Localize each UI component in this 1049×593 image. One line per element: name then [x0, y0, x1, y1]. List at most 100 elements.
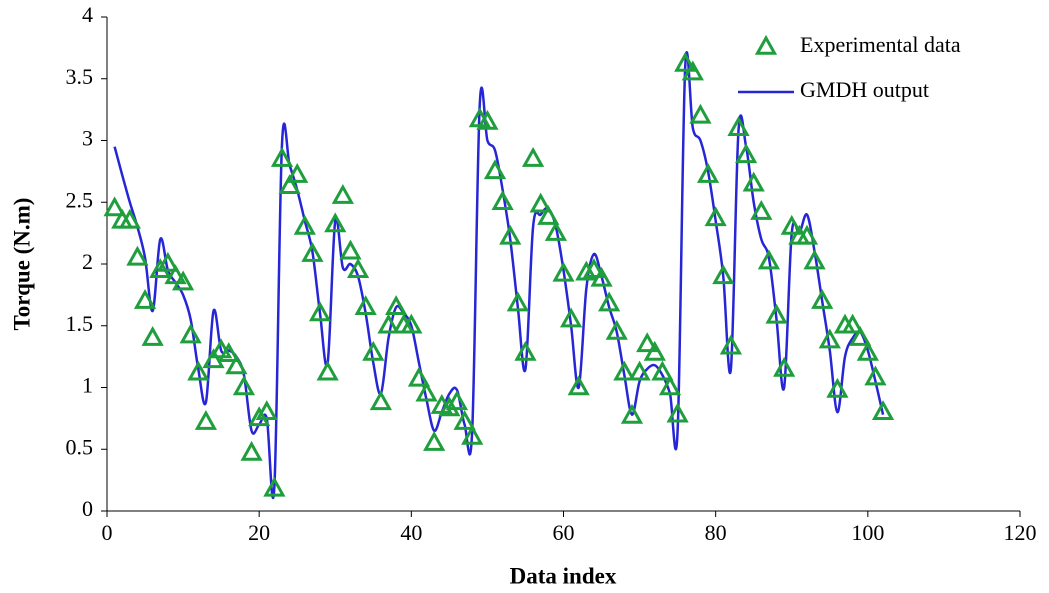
- data-point: [605, 319, 628, 340]
- data-point: [681, 60, 704, 81]
- data-point: [225, 354, 248, 375]
- y-tick-label: 3: [82, 126, 93, 151]
- data-point: [316, 360, 339, 381]
- x-tick-label: 80: [705, 520, 727, 545]
- legend-label: GMDH output: [800, 77, 929, 102]
- data-point: [598, 291, 621, 312]
- data-point: [377, 313, 400, 334]
- y-axis-title: Torque (N.m): [9, 198, 34, 331]
- x-tick-label: 20: [248, 520, 270, 545]
- data-point: [483, 159, 507, 180]
- data-point: [871, 400, 895, 420]
- data-point: [575, 260, 598, 281]
- data-point: [826, 377, 849, 398]
- data-point: [521, 146, 545, 167]
- data-point: [506, 291, 529, 312]
- data-point: [643, 340, 666, 361]
- data-point: [263, 476, 286, 497]
- y-tick-label: 0.5: [66, 434, 94, 459]
- data-point: [453, 410, 476, 430]
- data-point: [354, 295, 377, 316]
- data-point: [331, 184, 354, 204]
- data-point: [179, 323, 202, 344]
- x-axis-title: Data index: [510, 563, 617, 588]
- x-tick-label: 120: [1004, 520, 1037, 545]
- data-point: [194, 410, 218, 430]
- data-point: [712, 264, 735, 285]
- data-point: [811, 288, 834, 309]
- data-point: [765, 303, 788, 324]
- data-point: [658, 375, 682, 396]
- x-tick-label: 0: [102, 520, 113, 545]
- data-point: [544, 221, 567, 241]
- data-point: [156, 251, 179, 272]
- data-point: [620, 403, 644, 424]
- y-tick-label: 2: [82, 249, 93, 274]
- data-point: [734, 143, 758, 164]
- data-point: [202, 348, 225, 369]
- data-point: [240, 440, 263, 461]
- x-tick-label: 60: [553, 520, 575, 545]
- data-point: [270, 146, 294, 167]
- data-point: [118, 208, 141, 229]
- data-point: [529, 192, 552, 213]
- data-point: [103, 196, 126, 217]
- data-point: [255, 400, 278, 420]
- data-point: [742, 171, 765, 192]
- data-point: [400, 313, 423, 334]
- data-point: [293, 214, 316, 235]
- data-point: [499, 224, 522, 245]
- data-point: [324, 212, 347, 233]
- data-point: [757, 249, 781, 270]
- data-point: [308, 301, 332, 322]
- y-tick-label: 2.5: [66, 187, 94, 212]
- data-point: [856, 340, 879, 361]
- data-point: [651, 360, 674, 381]
- data-point: [126, 245, 149, 266]
- data-point: [369, 390, 393, 411]
- legend-marker: [754, 34, 778, 55]
- data-point: [552, 261, 575, 282]
- data-point: [666, 402, 689, 423]
- data-point: [141, 326, 164, 346]
- data-point: [514, 340, 537, 361]
- data-point: [704, 206, 727, 227]
- data-point: [613, 360, 636, 381]
- data-point: [346, 258, 370, 278]
- data-point: [864, 365, 887, 386]
- data-point: [567, 375, 590, 396]
- data-point: [780, 214, 803, 235]
- x-tick-label: 100: [851, 520, 884, 545]
- data-point: [339, 239, 362, 260]
- data-point: [750, 200, 773, 220]
- data-point: [849, 326, 872, 346]
- data-point: [362, 340, 385, 361]
- data-point: [841, 313, 864, 334]
- data-point: [689, 103, 712, 124]
- data-point: [560, 307, 583, 328]
- data-point: [628, 360, 651, 381]
- data-point: [171, 270, 195, 291]
- data-point: [719, 334, 742, 355]
- data-point: [582, 258, 606, 278]
- data-point: [674, 51, 697, 72]
- data-point: [803, 249, 826, 270]
- data-point: [727, 116, 750, 136]
- y-tick-label: 0: [82, 496, 93, 521]
- data-point: [187, 360, 210, 381]
- data-point: [445, 390, 469, 411]
- data-point: [590, 266, 613, 287]
- series-line: [113, 51, 885, 499]
- data-point: [133, 288, 157, 309]
- y-tick-label: 4: [82, 2, 93, 27]
- data-point: [537, 204, 560, 225]
- data-point: [164, 264, 187, 285]
- data-point: [415, 381, 438, 402]
- data-point: [461, 424, 484, 445]
- data-point: [423, 431, 446, 451]
- data-point: [385, 295, 408, 316]
- data-point: [773, 356, 796, 377]
- legend-label: Experimental data: [800, 32, 961, 57]
- data-point: [476, 109, 499, 130]
